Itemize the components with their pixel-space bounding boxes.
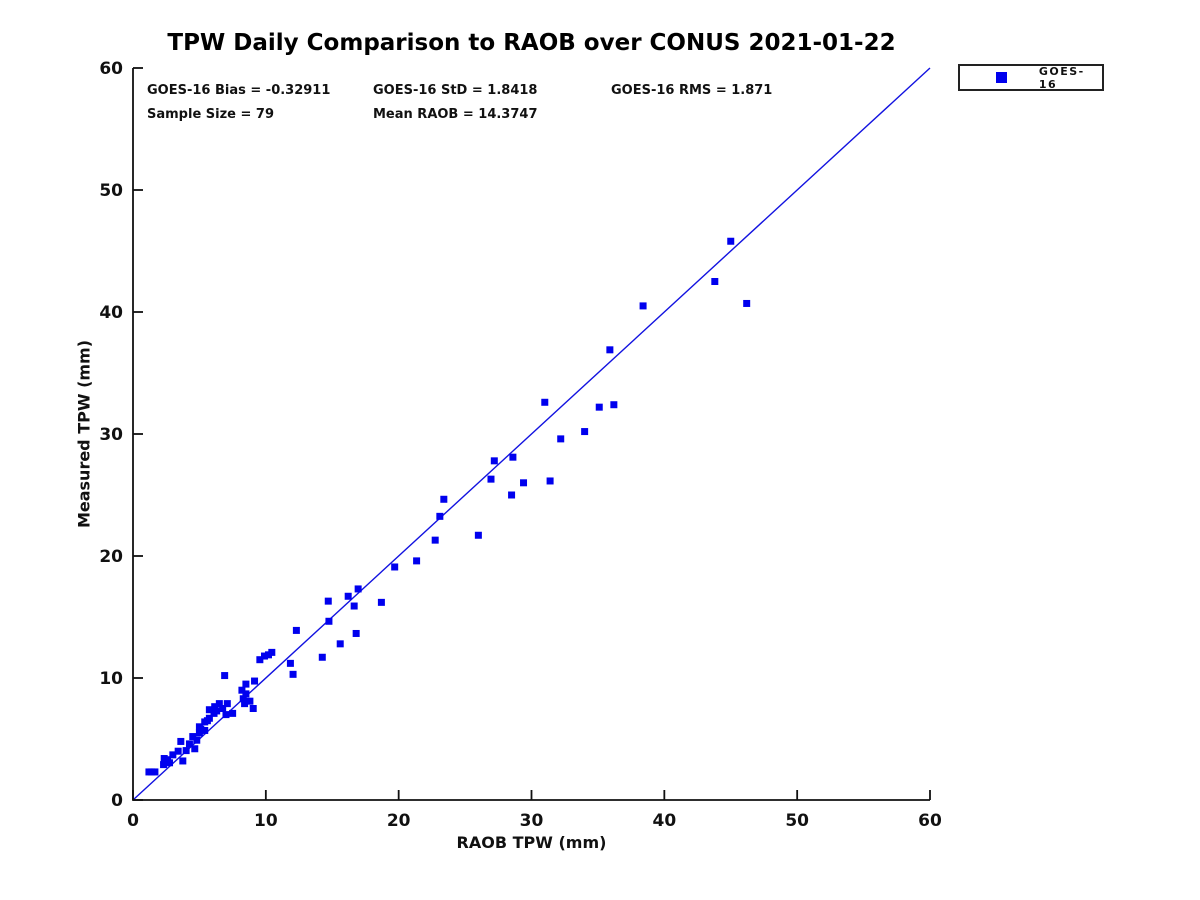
data-point (241, 700, 249, 708)
data-point (239, 695, 247, 703)
data-point (177, 737, 185, 745)
data-point (182, 747, 190, 755)
data-point (557, 435, 565, 443)
data-point (169, 751, 177, 759)
x-tick-label: 50 (785, 811, 809, 831)
stat-mean-raob: Mean RAOB = 14.3747 (373, 107, 538, 122)
stat-bias: GOES-16 Bias = -0.32911 (147, 83, 331, 98)
data-point (711, 278, 719, 285)
x-tick-label: 0 (127, 811, 139, 831)
y-tick-label: 60 (99, 59, 123, 79)
data-point (377, 598, 385, 606)
data-point (436, 512, 444, 520)
data-point (211, 703, 219, 711)
data-point (189, 733, 197, 741)
data-point (474, 531, 482, 539)
data-point (606, 346, 614, 354)
data-point (289, 670, 297, 678)
x-tick-label: 40 (652, 811, 676, 831)
data-point (595, 403, 603, 411)
data-point (354, 585, 362, 593)
data-point (195, 729, 203, 737)
x-tick-label: 10 (254, 811, 278, 831)
legend-square-marker-icon (996, 72, 1007, 83)
data-point (160, 761, 168, 769)
stat-sample-size: Sample Size = 79 (147, 107, 275, 122)
data-point (222, 711, 230, 719)
data-point (238, 686, 246, 694)
data-point (413, 557, 421, 565)
data-point (205, 714, 213, 722)
y-tick-label: 40 (99, 303, 123, 323)
x-tick-label: 60 (918, 811, 942, 831)
data-point (197, 725, 205, 733)
y-tick-label: 20 (99, 547, 123, 567)
stat-rms: GOES-16 RMS = 1.871 (611, 83, 773, 98)
data-point (350, 602, 358, 610)
x-tick-label: 30 (520, 811, 544, 831)
data-point (391, 563, 399, 571)
data-point (508, 491, 516, 499)
data-point (256, 656, 264, 664)
data-point (336, 640, 344, 648)
data-point (431, 536, 439, 544)
data-point (610, 401, 618, 409)
data-point (292, 626, 300, 634)
data-point (344, 592, 352, 600)
data-point (242, 680, 250, 688)
data-point (219, 705, 227, 712)
chart-title: TPW Daily Comparison to RAOB over CONUS … (167, 30, 896, 56)
data-point (286, 659, 294, 667)
data-point (205, 706, 213, 714)
data-point (325, 617, 333, 625)
y-axis-label: Measured TPW (mm) (74, 339, 94, 529)
data-point (324, 597, 332, 605)
y-tick-label: 30 (99, 425, 123, 445)
data-point (546, 477, 554, 485)
data-point (151, 768, 159, 776)
data-point (229, 709, 237, 717)
data-point (191, 745, 199, 753)
y-tick-label: 10 (99, 669, 123, 689)
legend-label: GOES-16 (1038, 64, 1085, 91)
data-point (249, 705, 257, 712)
data-point (193, 736, 201, 744)
data-point (727, 237, 735, 245)
y-tick-label: 0 (111, 791, 123, 811)
data-point (174, 747, 182, 755)
x-axis-label: RAOB TPW (mm) (456, 833, 607, 852)
data-point (509, 453, 517, 461)
data-point (221, 672, 229, 680)
y-tick-label: 50 (99, 181, 123, 201)
stat-std: GOES-16 StD = 1.8418 (373, 83, 538, 98)
data-point (185, 740, 193, 748)
data-point (440, 495, 448, 503)
data-point (490, 457, 498, 465)
data-point (246, 697, 254, 705)
data-point (268, 648, 276, 656)
data-point (179, 757, 187, 765)
x-tick-label: 20 (387, 811, 411, 831)
data-point (581, 428, 589, 436)
data-point (639, 302, 647, 310)
data-point (261, 652, 269, 660)
data-point (166, 759, 174, 767)
data-point (318, 653, 326, 661)
data-point (201, 726, 209, 734)
legend: GOES-16 (958, 64, 1104, 91)
data-point (487, 475, 495, 483)
data-point (213, 707, 221, 715)
identity-line (132, 67, 931, 801)
data-point (223, 700, 231, 708)
data-point (251, 677, 259, 685)
data-point (541, 398, 549, 406)
data-point (242, 690, 250, 698)
data-point (520, 479, 528, 487)
data-point (352, 629, 360, 637)
data-point (743, 299, 751, 307)
data-point (215, 700, 223, 708)
